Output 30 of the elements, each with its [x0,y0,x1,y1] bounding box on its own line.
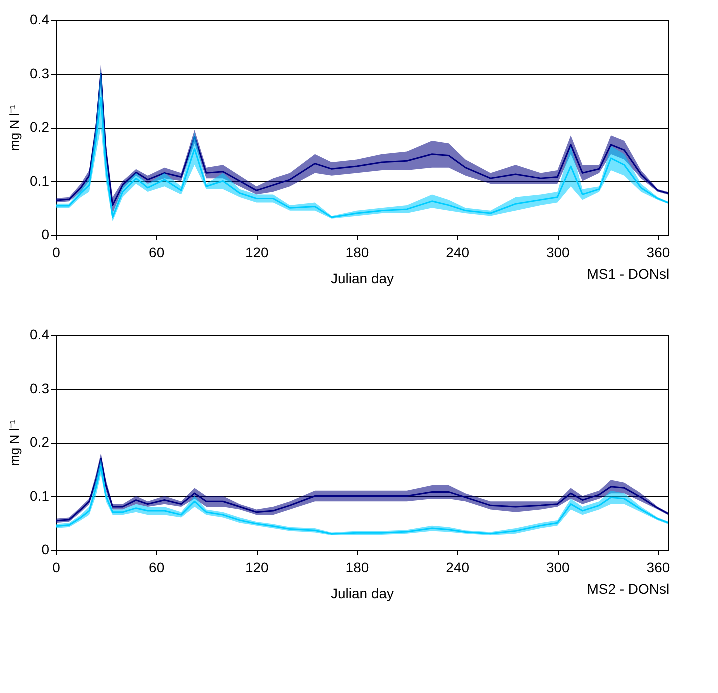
x-tick-label: 60 [149,560,165,576]
x-tick-label: 120 [245,244,270,260]
x-tick-label: 0 [52,560,61,576]
y-tick-label: 0.1 [30,172,50,189]
x-tick-label: 180 [346,560,370,576]
text: MS1 - DONsl [587,266,670,282]
x-tick-label: 240 [446,560,470,576]
y-tick-label: 0.4 [30,326,50,342]
x-tick-label: 360 [646,244,670,260]
y-tick-label: 0 [42,542,50,558]
y-tick-label: 0.2 [30,434,50,450]
x-tick-label: 360 [646,560,670,576]
x-tick-label: 0 [52,244,61,260]
y-tick-label: 0.2 [30,119,50,135]
y-tick-label: 0.3 [30,65,50,82]
x-tick-label: 300 [546,560,570,576]
y-axis-title: mg N l⁻¹ [7,419,22,466]
x-tick-label: 240 [446,244,470,260]
text: MS2 - DONsl [587,581,670,597]
x-tick-label: 60 [149,244,165,260]
x-axis-title: Julian day [330,270,394,286]
x-tick-label: 120 [245,560,270,576]
y-tick-label: 0.1 [30,488,50,504]
x-tick-label: 300 [546,244,570,260]
x-tick-label: 180 [346,244,370,260]
y-tick-label: 0 [42,226,50,242]
y-tick-label: 0.3 [30,380,50,396]
x-axis-title: Julian day [330,586,394,602]
y-axis-title: mg N l⁻¹ [7,104,22,151]
y-tick-label: 0.4 [30,12,50,28]
